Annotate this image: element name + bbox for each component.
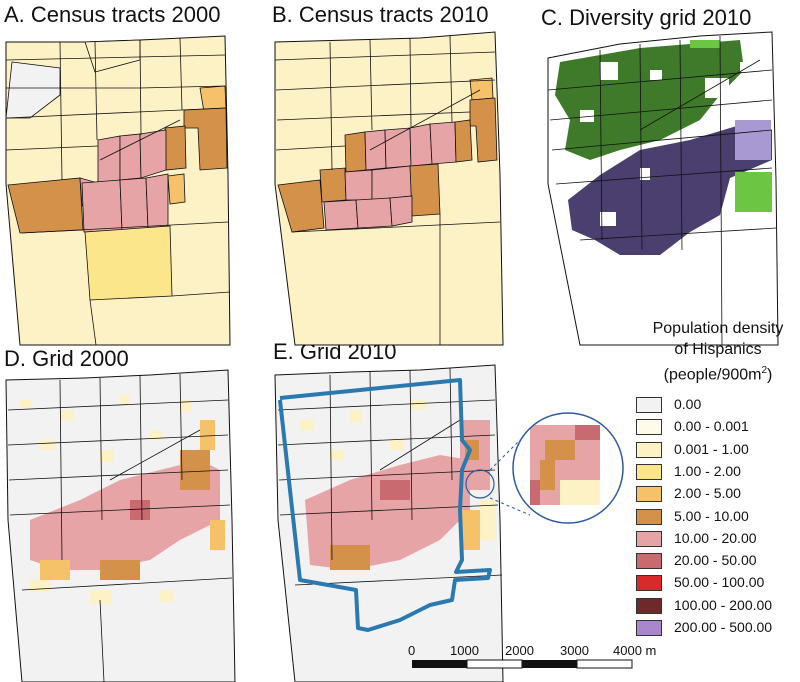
- legend-label: 10.00 - 20.00: [674, 529, 757, 546]
- panel-e-density-pink: [305, 455, 470, 570]
- legend-label: 100.00 - 200.00: [674, 596, 773, 613]
- panel-d-density-pink: [30, 460, 220, 570]
- scale-tick-2000: 2000: [505, 643, 534, 658]
- legend-swatch: [636, 486, 662, 503]
- legend-title-line1: Population density: [652, 320, 784, 337]
- legend-swatch: [636, 419, 662, 436]
- scale-bar: [412, 659, 633, 669]
- panel-c-title: C. Diversity grid 2010: [541, 5, 752, 30]
- study-area-outline: [278, 378, 492, 632]
- scale-tick-3000: 3000: [560, 643, 589, 658]
- scale-tick-4000: 4000 m: [613, 643, 657, 658]
- legend-title-line2: of Hispanics: [674, 341, 762, 358]
- zoom-source-circle: [465, 469, 495, 499]
- panel-e-map: [274, 364, 624, 682]
- panel-a-tract-dark: [7, 177, 84, 234]
- panel-c-map: [547, 31, 779, 346]
- legend-swatch: [636, 597, 662, 614]
- legend-label: 50.00 - 100.00: [674, 574, 765, 591]
- legend-swatch: [636, 530, 662, 547]
- diversity-light-green-block: [735, 172, 772, 212]
- scale-tick-0: 0: [408, 643, 416, 658]
- legend-swatch: [636, 620, 662, 636]
- legend-label: 5.00 - 10.00: [674, 507, 749, 524]
- legend-label: 0.00: [674, 396, 702, 412]
- legend-label: 20.00 - 50.00: [674, 552, 757, 569]
- scale-tick-1000: 1000: [450, 643, 479, 658]
- panel-b-title: B. Census tracts 2010: [272, 2, 489, 27]
- legend-label: 1.00 - 2.00: [674, 462, 741, 479]
- legend-swatch: [636, 553, 662, 570]
- panel-d-map: [5, 369, 236, 682]
- legend-label: 0.00 - 0.001: [674, 418, 749, 435]
- legend-title-line3: (people/900m2): [663, 365, 773, 384]
- panel-b-map: [274, 31, 504, 346]
- legend-swatch: [636, 463, 662, 480]
- panel-d-title: D. Grid 2000: [4, 346, 129, 371]
- legend-label: 200.00 - 500.00: [674, 619, 773, 635]
- zoom-inset: [513, 413, 623, 523]
- legend-swatch: [636, 397, 662, 413]
- legend-label: 0.001 - 1.00: [674, 440, 749, 457]
- legend-swatch: [636, 508, 662, 525]
- panel-a-map: [5, 35, 231, 346]
- legend-label: 2.00 - 5.00: [674, 485, 741, 502]
- legend-title: Population density of Hispanics (people/…: [638, 318, 798, 385]
- panel-a-title: A. Census tracts 2000: [4, 2, 221, 27]
- legend-swatch: [636, 441, 662, 458]
- legend-swatch: [636, 575, 662, 592]
